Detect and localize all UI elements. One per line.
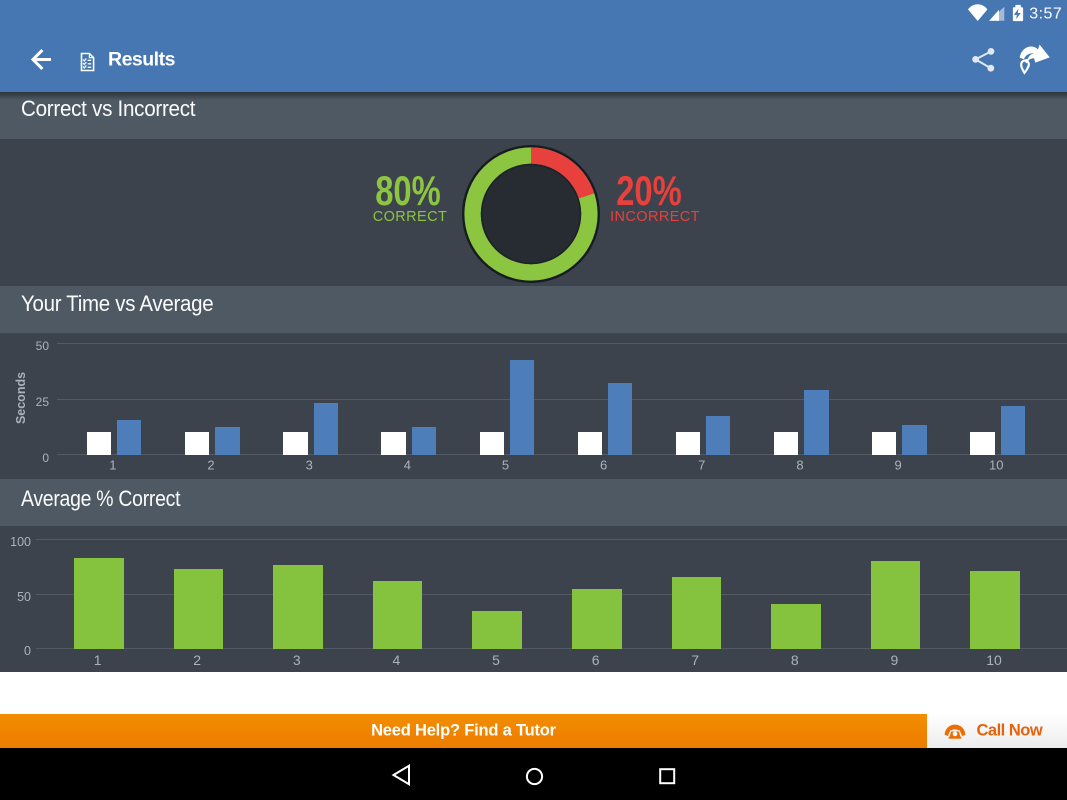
svg-text:3:57: 3:57 — [1029, 6, 1062, 23]
